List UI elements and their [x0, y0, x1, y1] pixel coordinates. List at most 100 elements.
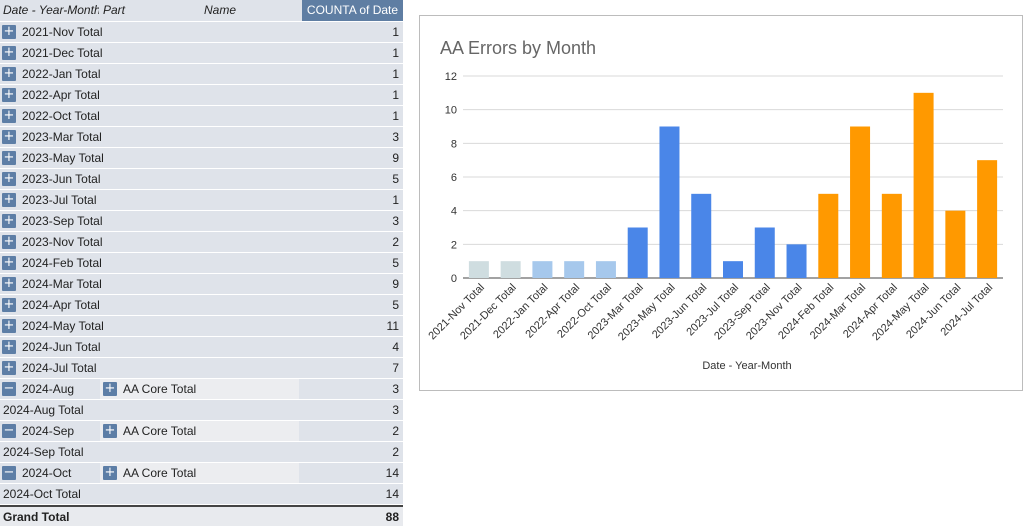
pivot-row-value: 1: [392, 109, 399, 123]
part-label: AA Core Total: [123, 382, 197, 396]
expand-icon[interactable]: +: [2, 297, 16, 312]
bar[interactable]: [564, 261, 585, 278]
expand-icon[interactable]: +: [2, 192, 16, 207]
bar[interactable]: [786, 244, 807, 278]
expand-icon[interactable]: +: [2, 171, 16, 186]
pivot-row-label: 2024-Aug: [22, 382, 75, 396]
subtotal-value: 2: [392, 445, 399, 459]
expand-icon[interactable]: +: [2, 66, 16, 81]
y-tick-label: 4: [451, 206, 457, 218]
pivot-row: +2023-Jun Total 5: [0, 169, 403, 190]
bar[interactable]: [881, 193, 902, 278]
pivot-row: +2023-Jul Total 1: [0, 190, 403, 211]
pivot-row: +2021-Dec Total 1: [0, 43, 403, 64]
expand-icon[interactable]: +: [2, 318, 16, 333]
pivot-row-value: 5: [392, 256, 399, 270]
part-label: AA Core Total: [123, 424, 197, 438]
pivot-subtotal-row: 2024-Sep Total 2: [0, 442, 403, 463]
bar[interactable]: [723, 261, 743, 278]
bar[interactable]: [500, 261, 521, 278]
pivot-row-value: 5: [392, 298, 399, 312]
pivot-row-label: 2023-Jul Total: [22, 193, 97, 207]
chart-title: AA Errors by Month: [440, 38, 597, 58]
y-tick-label: 8: [451, 138, 457, 150]
y-tick-label: 12: [445, 71, 457, 83]
pivot-header-part[interactable]: Part: [103, 3, 126, 17]
expand-icon[interactable]: +: [2, 24, 16, 39]
y-tick-label: 10: [445, 105, 457, 117]
pivot-row-label: 2023-Jun Total: [22, 172, 101, 186]
pivot-row: +2023-Sep Total 3: [0, 211, 403, 232]
pivot-row-label: 2023-Nov Total: [22, 235, 103, 249]
pivot-row-value: 7: [392, 361, 399, 375]
expand-icon[interactable]: +: [2, 108, 16, 123]
pivot-row: +2023-May Total 9: [0, 148, 403, 169]
collapse-icon[interactable]: −: [2, 465, 16, 480]
pivot-row: +2024-Apr Total 5: [0, 295, 403, 316]
pivot-row: +2024-Mar Total 9: [0, 274, 403, 295]
pivot-row-label: 2024-Oct: [22, 466, 72, 480]
bar[interactable]: [468, 261, 489, 278]
grand-total-label: Grand Total: [3, 510, 70, 524]
pivot-row-expanded: −2024-Sep + AA Core Total 2: [0, 421, 403, 442]
bar[interactable]: [818, 193, 839, 278]
chart-panel[interactable]: AA Errors by Month 0 2 4 6 8 10 12 2021-Nov Tot…: [419, 15, 1023, 391]
bar[interactable]: [627, 227, 648, 279]
bar[interactable]: [913, 92, 934, 278]
collapse-icon[interactable]: −: [2, 381, 16, 396]
pivot-row: +2024-Jun Total 4: [0, 337, 403, 358]
pivot-header-count[interactable]: COUNTA of Date: [302, 0, 403, 21]
pivot-header-date[interactable]: Date - Year-Month: [3, 3, 99, 17]
bar[interactable]: [850, 126, 871, 279]
collapse-icon[interactable]: −: [2, 423, 16, 438]
expand-icon[interactable]: +: [2, 339, 16, 354]
pivot-row-label: 2022-Oct Total: [22, 109, 100, 123]
pivot-row-label: 2024-Feb Total: [22, 256, 102, 270]
x-tick-label: 2023-May Total: [616, 282, 678, 344]
expand-icon[interactable]: +: [2, 234, 16, 249]
pivot-row: +2023-Mar Total 3: [0, 127, 403, 148]
pivot-row-value: 1: [392, 88, 399, 102]
pivot-subtotal-row: 2024-Aug Total 3: [0, 400, 403, 421]
expand-icon[interactable]: +: [103, 381, 117, 396]
expand-icon[interactable]: +: [2, 129, 16, 144]
pivot-row-value: 1: [392, 25, 399, 39]
bar[interactable]: [595, 261, 616, 278]
pivot-row-value: 1: [392, 193, 399, 207]
pivot-row-value: 1: [392, 46, 399, 60]
pivot-header-name[interactable]: Name: [204, 3, 237, 17]
expand-icon[interactable]: +: [2, 276, 16, 291]
expand-icon[interactable]: +: [2, 213, 16, 228]
bar[interactable]: [754, 227, 775, 279]
expand-icon[interactable]: +: [2, 255, 16, 270]
expand-icon[interactable]: +: [103, 465, 117, 480]
pivot-row-value: 3: [392, 382, 399, 396]
pivot-row-value: 14: [385, 466, 399, 480]
expand-icon[interactable]: +: [2, 150, 16, 165]
x-tick-label: 2021-Dec Total: [458, 282, 519, 343]
pivot-row-value: 2: [392, 424, 399, 438]
bar[interactable]: [977, 160, 998, 278]
pivot-row-label: 2023-Mar Total: [22, 130, 102, 144]
pivot-subtotal-row: 2024-Oct Total 14: [0, 484, 403, 505]
expand-icon[interactable]: +: [2, 87, 16, 102]
x-tick-label: 2024-May Total: [870, 282, 932, 344]
bar[interactable]: [691, 193, 712, 278]
y-tick-label: 6: [451, 172, 457, 184]
expand-icon[interactable]: +: [2, 45, 16, 60]
bar[interactable]: [659, 126, 680, 279]
expand-icon[interactable]: +: [2, 360, 16, 375]
subtotal-label: 2024-Aug Total: [3, 403, 84, 417]
pivot-row-value: 9: [392, 277, 399, 291]
subtotal-value: 14: [385, 487, 399, 501]
subtotal-value: 3: [392, 403, 399, 417]
y-tick-label: 0: [451, 273, 457, 285]
pivot-row-value: 9: [392, 151, 399, 165]
pivot-row: +2021-Nov Total 1: [0, 22, 403, 43]
pivot-row-value: 1: [392, 67, 399, 81]
bar[interactable]: [945, 210, 966, 278]
expand-icon[interactable]: +: [103, 423, 117, 438]
x-tick-label: 2023-Mar Total: [586, 282, 646, 342]
bar[interactable]: [532, 261, 553, 278]
